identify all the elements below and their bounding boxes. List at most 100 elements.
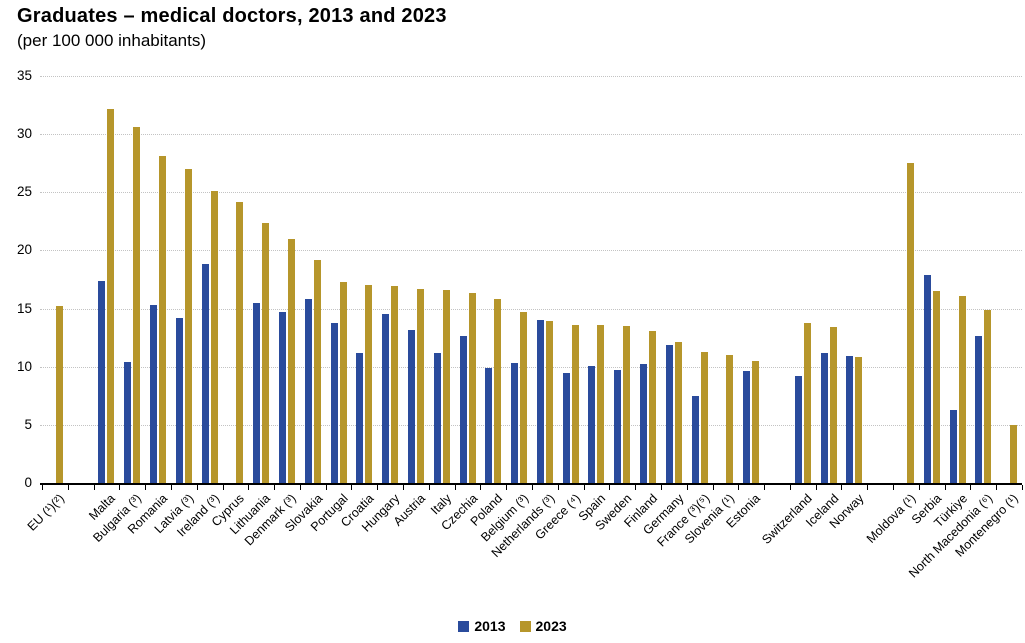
bar-2023	[211, 191, 218, 483]
bar-2013	[176, 318, 183, 483]
bar-2023	[623, 326, 630, 483]
bar-2013	[202, 264, 209, 483]
gridline	[40, 367, 1022, 368]
x-axis-tick	[145, 485, 146, 490]
bar-2013	[537, 320, 544, 483]
chart-legend: 2013 2023	[0, 618, 1025, 634]
x-axis-tick	[1022, 485, 1023, 490]
bar-2013	[821, 353, 828, 483]
bar-2023	[365, 285, 372, 483]
chart-title: Graduates – medical doctors, 2013 and 20…	[17, 5, 447, 27]
bar-2013	[356, 353, 363, 483]
bar-2013	[434, 353, 441, 483]
bar-2013	[511, 363, 518, 483]
x-axis-tick	[326, 485, 327, 490]
bar-2013	[563, 373, 570, 483]
bar-2023	[546, 321, 553, 483]
bar-2023	[933, 291, 940, 483]
x-axis-label: EU (¹)(²)	[24, 491, 68, 534]
y-axis-tick-label: 5	[24, 417, 32, 432]
bar-2013	[975, 336, 982, 483]
bar-2023	[907, 163, 914, 483]
bar-2023	[572, 325, 579, 483]
x-axis-tick	[609, 485, 610, 490]
bar-2023	[959, 296, 966, 483]
y-axis-tick-label: 30	[16, 126, 32, 141]
bar-2023	[159, 156, 166, 483]
x-axis-tick	[377, 485, 378, 490]
bar-2013	[305, 299, 312, 483]
x-axis-tick	[42, 485, 43, 490]
bar-2023	[520, 312, 527, 483]
bar-2023	[340, 282, 347, 483]
bar-2023	[494, 299, 501, 483]
gridline	[40, 309, 1022, 310]
x-axis-tick	[661, 485, 662, 490]
bar-2023	[1010, 425, 1017, 483]
bar-2023	[391, 286, 398, 483]
gridline	[40, 76, 1022, 77]
bar-2023	[701, 352, 708, 483]
gridline	[40, 192, 1022, 193]
bar-2013	[692, 396, 699, 483]
gridline	[40, 425, 1022, 426]
bar-2023	[107, 109, 114, 483]
x-axis-tick	[351, 485, 352, 490]
bar-2013	[614, 370, 621, 483]
x-axis-tick	[119, 485, 120, 490]
legend-item-2013: 2013	[458, 618, 506, 634]
legend-label-2013: 2013	[474, 618, 506, 634]
chart-subtitle: (per 100 000 inhabitants)	[17, 31, 207, 50]
bar-2023	[185, 169, 192, 483]
bar-2013	[124, 362, 131, 483]
bar-2013	[150, 305, 157, 483]
bar-2013	[253, 303, 260, 483]
x-axis-tick	[635, 485, 636, 490]
bar-2013	[950, 410, 957, 483]
x-axis-tick	[713, 485, 714, 490]
bar-2013	[279, 312, 286, 483]
bar-2023	[830, 327, 837, 483]
bar-2013	[640, 364, 647, 483]
bar-2023	[984, 310, 991, 483]
bar-2013	[588, 366, 595, 483]
bar-2013	[382, 314, 389, 483]
x-axis-tick	[738, 485, 739, 490]
bar-2013	[924, 275, 931, 483]
x-axis-tick	[790, 485, 791, 490]
bar-2013	[743, 371, 750, 483]
x-axis-tick	[68, 485, 69, 490]
x-axis-tick	[403, 485, 404, 490]
y-axis-tick-label: 35	[16, 68, 32, 83]
x-axis-tick	[274, 485, 275, 490]
x-axis-tick	[480, 485, 481, 490]
x-axis-tick	[764, 485, 765, 490]
bar-2023	[675, 342, 682, 483]
bar-2023	[314, 260, 321, 483]
bar-2023	[649, 331, 656, 483]
x-axis-tick	[429, 485, 430, 490]
x-axis-tick	[248, 485, 249, 490]
gridline	[40, 134, 1022, 135]
bar-2013	[666, 345, 673, 483]
legend-swatch-2013	[458, 620, 470, 632]
x-axis-tick	[197, 485, 198, 490]
bar-2013	[795, 376, 802, 483]
y-axis-tick-label: 0	[24, 475, 32, 490]
bar-2013	[408, 330, 415, 483]
y-axis-tick-label: 15	[16, 301, 32, 316]
bar-2013	[460, 336, 467, 483]
y-axis-tick-label: 10	[16, 359, 32, 374]
bar-2023	[56, 306, 63, 483]
x-axis-tick	[945, 485, 946, 490]
bar-2023	[752, 361, 759, 483]
legend-swatch-2023	[519, 620, 531, 632]
bar-2023	[469, 293, 476, 483]
bar-2023	[443, 290, 450, 483]
x-axis-tick	[171, 485, 172, 490]
legend-label-2023: 2023	[535, 618, 567, 634]
bar-2023	[804, 323, 811, 483]
y-axis-tick-label: 25	[16, 184, 32, 199]
x-axis-tick	[816, 485, 817, 490]
